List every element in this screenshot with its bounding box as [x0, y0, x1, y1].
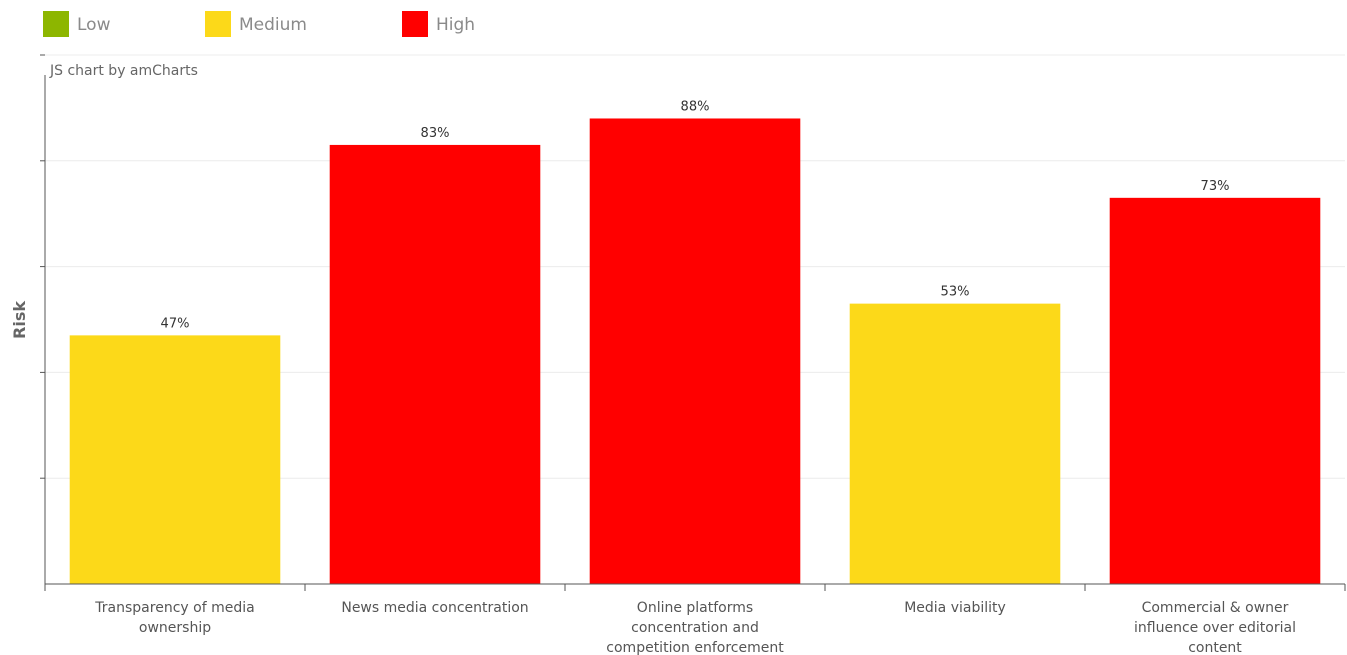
category-label: Transparency of media — [94, 600, 254, 616]
legend-label: Low — [77, 15, 111, 35]
category-label: News media concentration — [341, 600, 528, 616]
category-label: concentration and — [631, 620, 759, 636]
chart-bars — [69, 118, 1321, 584]
legend-item-low[interactable]: Low — [43, 11, 111, 37]
legend-swatch — [402, 11, 428, 37]
bar-value-label: 88% — [681, 99, 710, 114]
chart-credit-link[interactable]: JS chart by amCharts — [49, 63, 198, 79]
bar-value-label: 73% — [1201, 179, 1230, 194]
category-label: Commercial & owner — [1142, 600, 1289, 616]
category-label: Online platforms — [637, 600, 753, 616]
category-label: competition enforcement — [606, 640, 784, 655]
legend-swatch — [205, 11, 231, 37]
bar-3[interactable] — [589, 118, 801, 584]
bar-value-label: 47% — [161, 316, 190, 331]
legend-label: High — [436, 15, 475, 35]
bar-5[interactable] — [1109, 197, 1321, 584]
y-axis-title: Risk — [10, 301, 29, 339]
bar-1[interactable] — [69, 335, 281, 584]
bar-4[interactable] — [849, 303, 1061, 584]
category-label: influence over editorial — [1134, 620, 1296, 636]
chart-axes — [40, 54, 1346, 591]
bar-value-label: 53% — [941, 285, 970, 300]
legend-item-medium[interactable]: Medium — [205, 11, 307, 37]
bar-value-label: 83% — [421, 126, 450, 141]
category-label: ownership — [139, 620, 211, 636]
legend-label: Medium — [239, 15, 307, 35]
chart-labels: 47% Transparency of media ownership 83% News… — [94, 99, 1296, 655]
category-label: Media viability — [904, 600, 1006, 616]
category-label: content — [1188, 640, 1242, 655]
chart-legend: Low Medium High — [43, 11, 475, 37]
bar-2[interactable] — [329, 144, 541, 584]
legend-item-high[interactable]: High — [402, 11, 475, 37]
legend-swatch — [43, 11, 69, 37]
